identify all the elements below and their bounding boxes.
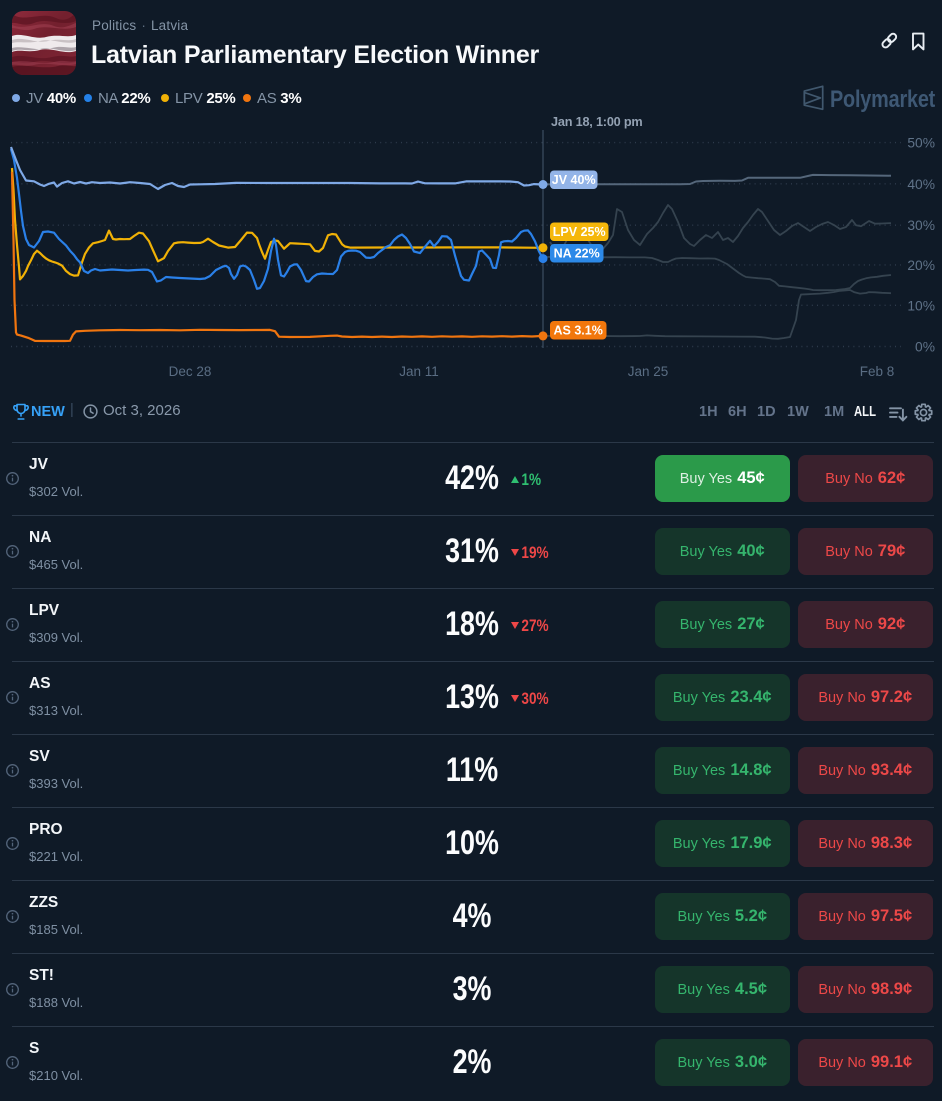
svg-text:JV 40%: JV 40% <box>552 173 596 187</box>
svg-text:40%: 40% <box>907 177 935 192</box>
svg-text:Jan 18, 1:00 pm: Jan 18, 1:00 pm <box>551 115 643 129</box>
svg-text:NA 22%: NA 22% <box>554 247 600 261</box>
svg-text:Jan 25: Jan 25 <box>628 364 669 379</box>
svg-text:50%: 50% <box>907 136 935 151</box>
svg-text:Dec 28: Dec 28 <box>169 364 212 379</box>
svg-text:Jan 11: Jan 11 <box>399 364 439 379</box>
svg-text:Feb 8: Feb 8 <box>860 364 895 379</box>
svg-text:20%: 20% <box>907 258 935 273</box>
svg-text:30%: 30% <box>907 218 935 233</box>
svg-text:LPV 25%: LPV 25% <box>553 225 606 239</box>
svg-text:AS 3.1%: AS 3.1% <box>554 324 603 338</box>
svg-text:10%: 10% <box>907 299 935 314</box>
svg-text:0%: 0% <box>915 340 935 355</box>
